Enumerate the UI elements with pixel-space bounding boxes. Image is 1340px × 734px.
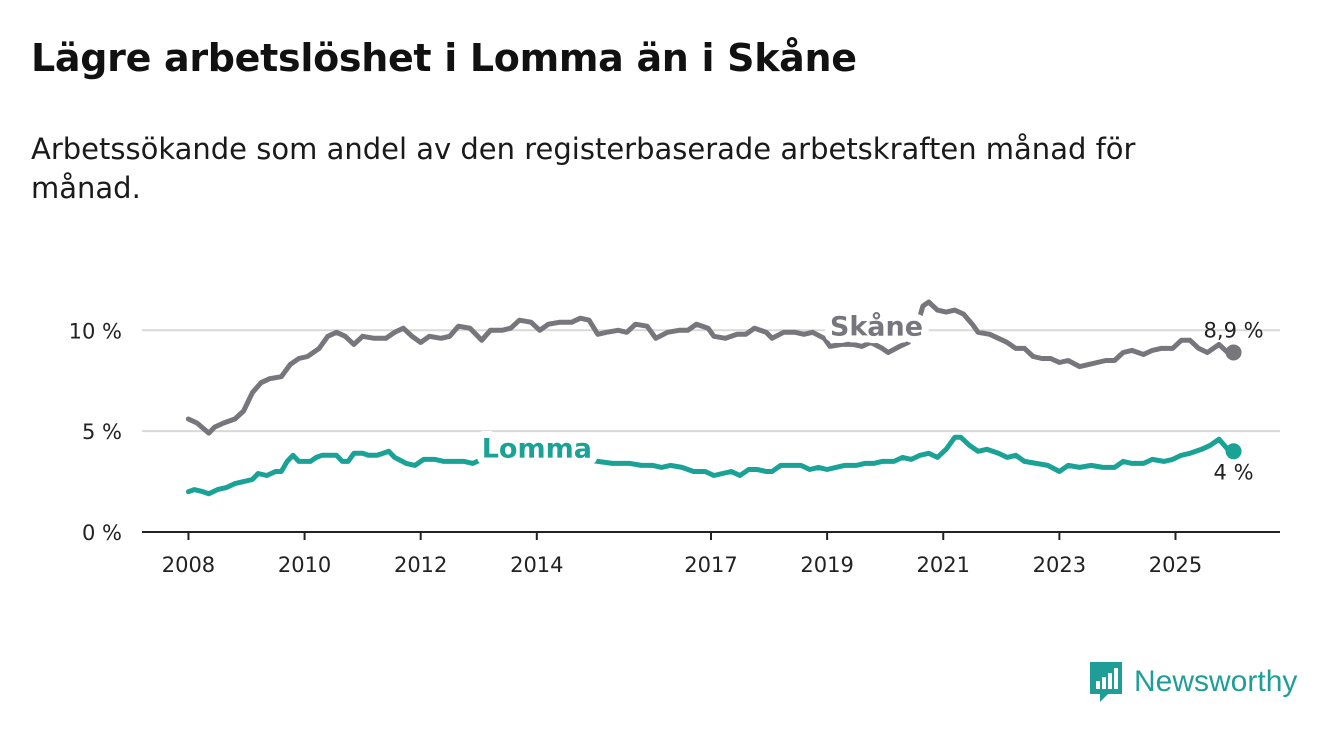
chart-subtitle: Arbetssökande som andel av den registerb…: [31, 132, 1136, 205]
x-tick-label: 2025: [1149, 553, 1202, 577]
x-tick-label: 2019: [800, 553, 853, 577]
series-name-label: Skåne: [830, 310, 923, 342]
gridlines: [142, 329, 1280, 433]
x-tick-label: 2014: [510, 553, 563, 577]
y-tick-label: 0 %: [82, 521, 122, 545]
end-marker-lomma: [1225, 443, 1242, 460]
series-name-label: Lomma: [482, 433, 592, 464]
x-tick-label: 2008: [162, 553, 215, 577]
x-tick-label: 2021: [917, 553, 970, 577]
newsworthy-logo-icon: [1090, 662, 1122, 702]
newsworthy-logo: Newsworthy: [1088, 660, 1297, 704]
x-tick-label: 2010: [278, 553, 331, 577]
series-labels: 8,9 % 4 % Skåne Lomma: [475, 303, 1264, 484]
x-tick-label: 2023: [1033, 553, 1086, 577]
series-line-lomma: [185, 434, 1237, 497]
series-line-sk-ne: [185, 299, 1237, 436]
series-lines: [185, 299, 1242, 497]
end-marker-sk-ne: [1225, 344, 1242, 361]
y-tick-label: 5 %: [82, 420, 122, 444]
chart-title: Lägre arbetslöshet i Lomma än i Skåne: [31, 36, 857, 80]
brand-name: Newsworthy: [1134, 665, 1298, 698]
end-value-label-lomma: 4 %: [1214, 460, 1254, 484]
y-tick-label: 10 %: [69, 319, 122, 343]
x-tick-label: 2017: [684, 553, 737, 577]
axes: 0 % 5 % 10 % 2008 2010 2012 2014 2017 2019 2021 20…: [69, 319, 1280, 577]
end-value-label-sk-ne: 8,9 %: [1204, 318, 1264, 342]
x-tick-label: 2012: [394, 553, 447, 577]
